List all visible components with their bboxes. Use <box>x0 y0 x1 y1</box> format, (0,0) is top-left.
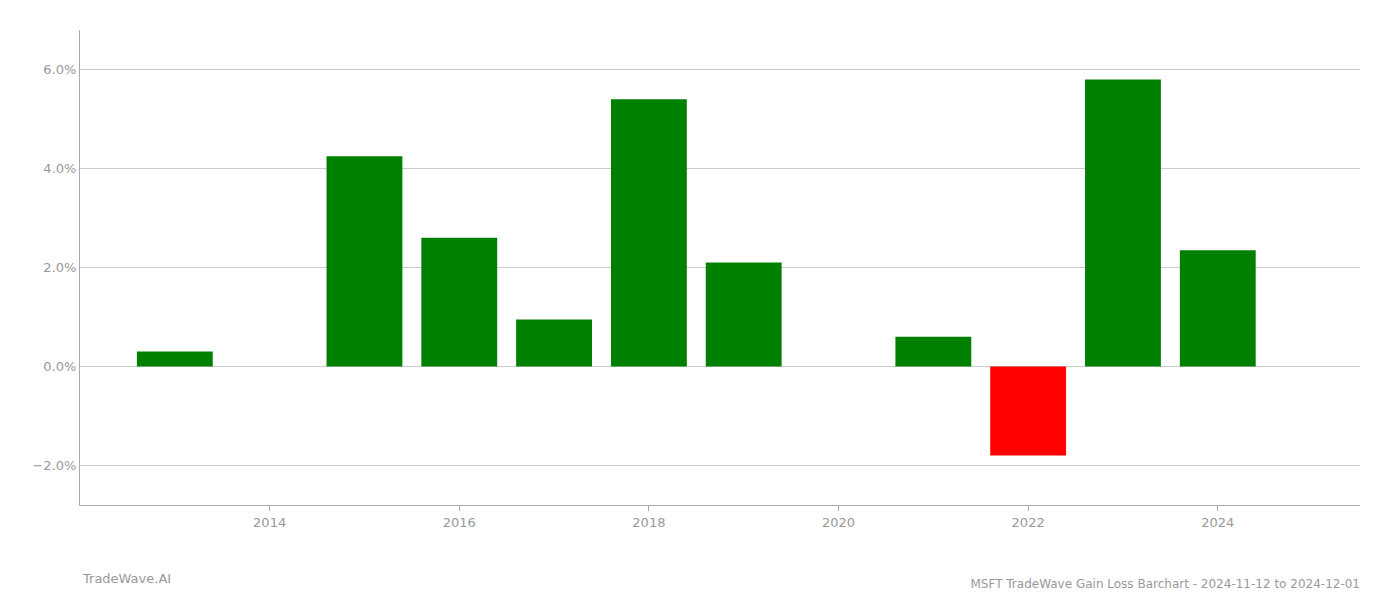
svg-text:2.0%: 2.0% <box>43 260 76 275</box>
svg-text:−2.0%: −2.0% <box>32 458 76 473</box>
svg-text:0.0%: 0.0% <box>43 359 76 374</box>
svg-text:6.0%: 6.0% <box>43 62 76 77</box>
svg-text:2022: 2022 <box>1012 515 1045 530</box>
svg-text:2024: 2024 <box>1201 515 1234 530</box>
svg-text:TradeWave.AI: TradeWave.AI <box>82 571 171 586</box>
svg-text:2018: 2018 <box>632 515 665 530</box>
svg-text:MSFT TradeWave Gain Loss Barch: MSFT TradeWave Gain Loss Barchart - 2024… <box>970 577 1360 591</box>
svg-text:2016: 2016 <box>443 515 476 530</box>
svg-text:2014: 2014 <box>253 515 286 530</box>
svg-text:4.0%: 4.0% <box>43 161 76 176</box>
svg-text:2020: 2020 <box>822 515 855 530</box>
